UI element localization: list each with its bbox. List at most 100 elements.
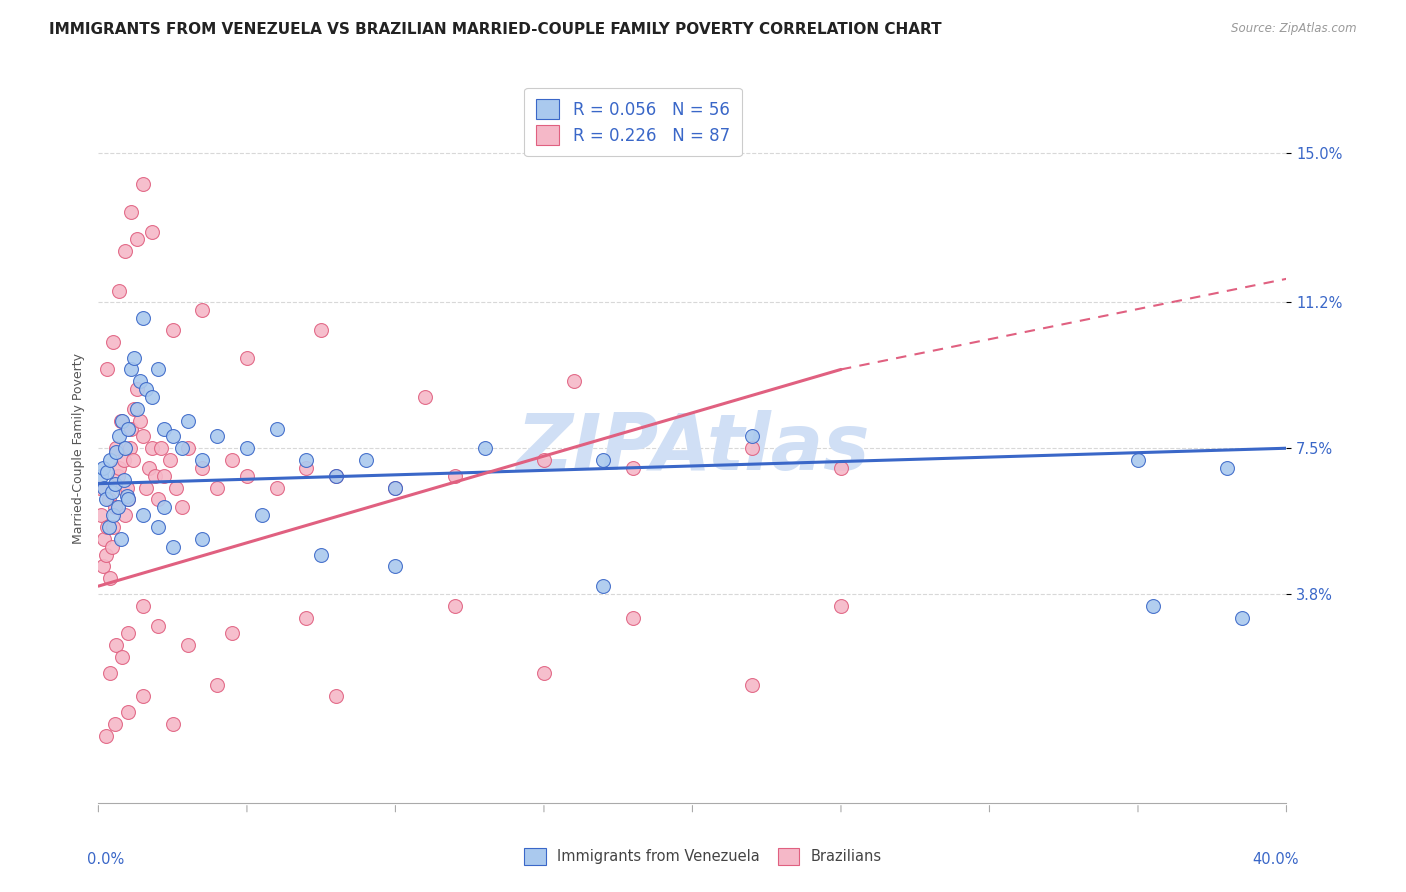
Point xyxy=(592,453,614,467)
Point xyxy=(384,559,406,574)
Point xyxy=(112,473,135,487)
Point xyxy=(129,374,152,388)
Point xyxy=(191,303,214,318)
Point xyxy=(191,532,214,546)
Point xyxy=(309,323,332,337)
Point xyxy=(146,362,169,376)
Point xyxy=(1126,453,1149,467)
Point xyxy=(152,500,174,515)
Point xyxy=(141,442,163,455)
Point xyxy=(114,442,136,455)
Point xyxy=(132,429,155,443)
Point xyxy=(354,453,377,467)
Point xyxy=(146,520,169,534)
Point xyxy=(1230,610,1253,624)
Point xyxy=(121,453,143,467)
Point xyxy=(250,508,273,523)
Point xyxy=(96,362,118,376)
Point xyxy=(132,311,155,326)
Point xyxy=(176,414,198,428)
Legend: Immigrants from Venezuela, Brazilians: Immigrants from Venezuela, Brazilians xyxy=(517,842,889,871)
Point xyxy=(132,508,155,523)
Point xyxy=(122,351,145,365)
Point xyxy=(413,390,436,404)
Point xyxy=(830,461,852,475)
Point xyxy=(98,571,121,585)
Point xyxy=(384,481,406,495)
Point xyxy=(108,461,131,475)
Text: Source: ZipAtlas.com: Source: ZipAtlas.com xyxy=(1232,22,1357,36)
Point xyxy=(621,461,644,475)
Point xyxy=(384,481,406,495)
Point xyxy=(132,178,155,192)
Point xyxy=(266,421,288,435)
Text: ZIPAtlas: ZIPAtlas xyxy=(516,410,869,486)
Text: 40.0%: 40.0% xyxy=(1251,853,1298,867)
Point xyxy=(159,453,181,467)
Point xyxy=(176,442,198,455)
Point xyxy=(117,421,139,435)
Point xyxy=(103,520,125,534)
Point xyxy=(266,481,288,495)
Point xyxy=(115,489,138,503)
Point xyxy=(191,461,214,475)
Point xyxy=(91,461,114,475)
Point xyxy=(105,442,128,455)
Point xyxy=(132,690,155,704)
Point xyxy=(97,520,120,534)
Point xyxy=(120,362,142,376)
Point xyxy=(120,421,142,435)
Point xyxy=(444,468,467,483)
Point xyxy=(309,548,332,562)
Point xyxy=(96,520,118,534)
Point xyxy=(120,205,142,219)
Point xyxy=(96,465,118,479)
Point xyxy=(115,481,138,495)
Point xyxy=(111,481,134,495)
Point xyxy=(112,453,135,467)
Point xyxy=(98,665,121,680)
Point xyxy=(118,442,141,455)
Point xyxy=(444,599,467,613)
Point xyxy=(207,678,229,692)
Point xyxy=(110,414,132,428)
Point xyxy=(125,232,148,246)
Point xyxy=(325,468,347,483)
Point xyxy=(107,468,129,483)
Point xyxy=(104,500,127,515)
Point xyxy=(236,351,259,365)
Point xyxy=(221,626,243,640)
Point xyxy=(107,500,129,515)
Point xyxy=(138,461,160,475)
Point xyxy=(741,429,763,443)
Point xyxy=(236,468,259,483)
Point xyxy=(741,678,763,692)
Point xyxy=(129,414,152,428)
Legend: R = 0.056   N = 56, R = 0.226   N = 87: R = 0.056 N = 56, R = 0.226 N = 87 xyxy=(524,87,741,156)
Point xyxy=(207,481,229,495)
Point xyxy=(103,508,125,523)
Point xyxy=(295,461,318,475)
Point xyxy=(105,445,128,459)
Point xyxy=(830,599,852,613)
Point xyxy=(162,540,184,554)
Point xyxy=(162,717,184,731)
Point xyxy=(101,540,124,554)
Point xyxy=(562,374,585,388)
Point xyxy=(295,453,318,467)
Point xyxy=(114,508,136,523)
Point xyxy=(170,500,193,515)
Point xyxy=(117,492,139,507)
Point xyxy=(111,650,134,665)
Point xyxy=(117,626,139,640)
Point xyxy=(141,390,163,404)
Point xyxy=(125,382,148,396)
Point xyxy=(162,429,184,443)
Point xyxy=(533,665,555,680)
Point xyxy=(325,468,347,483)
Point xyxy=(146,492,169,507)
Point xyxy=(110,532,132,546)
Point xyxy=(621,610,644,624)
Point xyxy=(741,442,763,455)
Point xyxy=(98,453,121,467)
